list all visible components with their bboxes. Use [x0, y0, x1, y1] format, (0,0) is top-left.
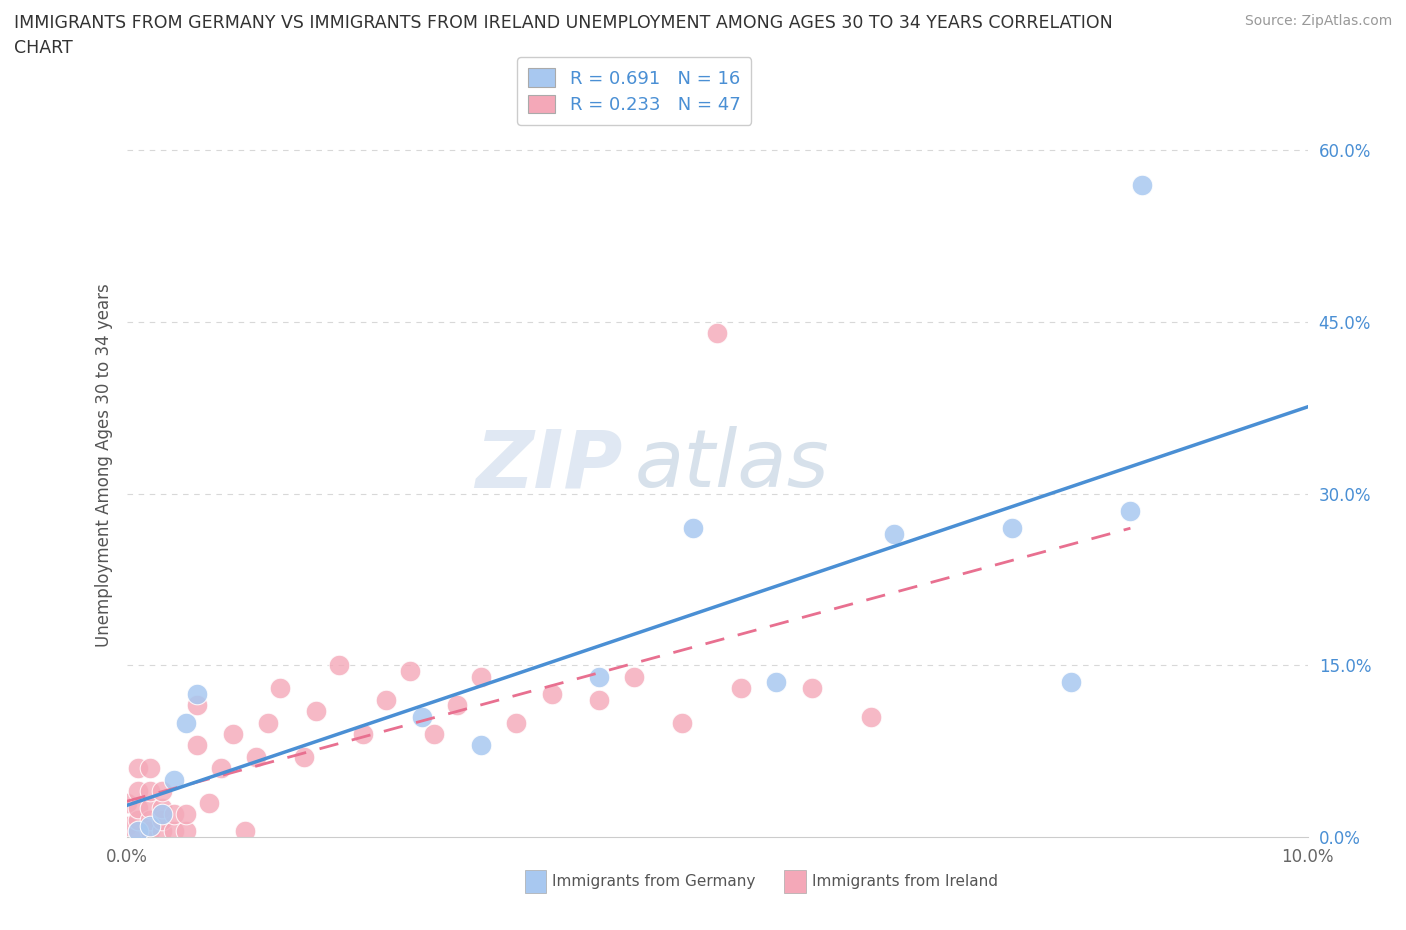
FancyBboxPatch shape [524, 870, 546, 893]
Point [174, 824, 197, 839]
Legend: R = 0.691   N = 16, R = 0.233   N = 47: R = 0.691 N = 16, R = 0.233 N = 47 [517, 58, 751, 125]
Point [163, 806, 186, 821]
Point [139, 813, 162, 828]
FancyBboxPatch shape [785, 870, 806, 893]
Point [139, 761, 162, 776]
Point [671, 715, 693, 730]
Point [422, 726, 444, 741]
Text: CHART: CHART [14, 39, 73, 57]
Point [186, 698, 208, 712]
Point [127, 813, 149, 828]
Point [682, 521, 704, 536]
Point [127, 784, 149, 799]
Point [222, 726, 245, 741]
Point [352, 726, 374, 741]
Text: Source: ZipAtlas.com: Source: ZipAtlas.com [1244, 14, 1392, 28]
Point [623, 670, 645, 684]
Point [1001, 521, 1024, 536]
Text: atlas: atlas [634, 426, 830, 504]
Point [765, 675, 787, 690]
Point [257, 715, 280, 730]
Point [115, 795, 138, 810]
Point [163, 824, 186, 839]
Point [540, 686, 562, 701]
Point [150, 824, 173, 839]
Point [730, 681, 752, 696]
Text: Immigrants from Ireland: Immigrants from Ireland [811, 874, 997, 889]
Point [470, 738, 492, 753]
Point [163, 772, 186, 787]
Point [505, 715, 527, 730]
Point [186, 738, 208, 753]
Point [588, 670, 610, 684]
Point [186, 686, 208, 701]
Point [446, 698, 468, 712]
Point [588, 692, 610, 707]
Text: IMMIGRANTS FROM GERMANY VS IMMIGRANTS FROM IRELAND UNEMPLOYMENT AMONG AGES 30 TO: IMMIGRANTS FROM GERMANY VS IMMIGRANTS FR… [14, 14, 1112, 32]
Point [127, 761, 149, 776]
Point [328, 658, 350, 672]
Point [209, 761, 232, 776]
Point [127, 824, 149, 839]
Point [304, 704, 326, 719]
Point [470, 670, 492, 684]
Point [399, 664, 422, 679]
Point [269, 681, 291, 696]
Point [233, 824, 256, 839]
Point [139, 818, 162, 833]
Point [150, 813, 173, 828]
Point [139, 801, 162, 816]
Point [411, 710, 433, 724]
Point [139, 784, 162, 799]
Point [800, 681, 823, 696]
Point [883, 526, 905, 541]
Point [127, 801, 149, 816]
Point [115, 818, 138, 833]
Point [1130, 177, 1153, 192]
Point [150, 801, 173, 816]
Point [198, 795, 221, 810]
Point [150, 806, 173, 821]
Point [859, 710, 882, 724]
Text: ZIP: ZIP [475, 426, 623, 504]
Y-axis label: Unemployment Among Ages 30 to 34 years: Unemployment Among Ages 30 to 34 years [94, 283, 112, 647]
Point [174, 715, 197, 730]
Point [127, 824, 149, 839]
Point [1119, 503, 1142, 518]
Point [139, 824, 162, 839]
Point [1060, 675, 1083, 690]
Point [706, 326, 728, 340]
Point [375, 692, 398, 707]
Point [292, 750, 315, 764]
Text: Immigrants from Germany: Immigrants from Germany [551, 874, 755, 889]
Point [150, 784, 173, 799]
Point [245, 750, 267, 764]
Point [174, 806, 197, 821]
